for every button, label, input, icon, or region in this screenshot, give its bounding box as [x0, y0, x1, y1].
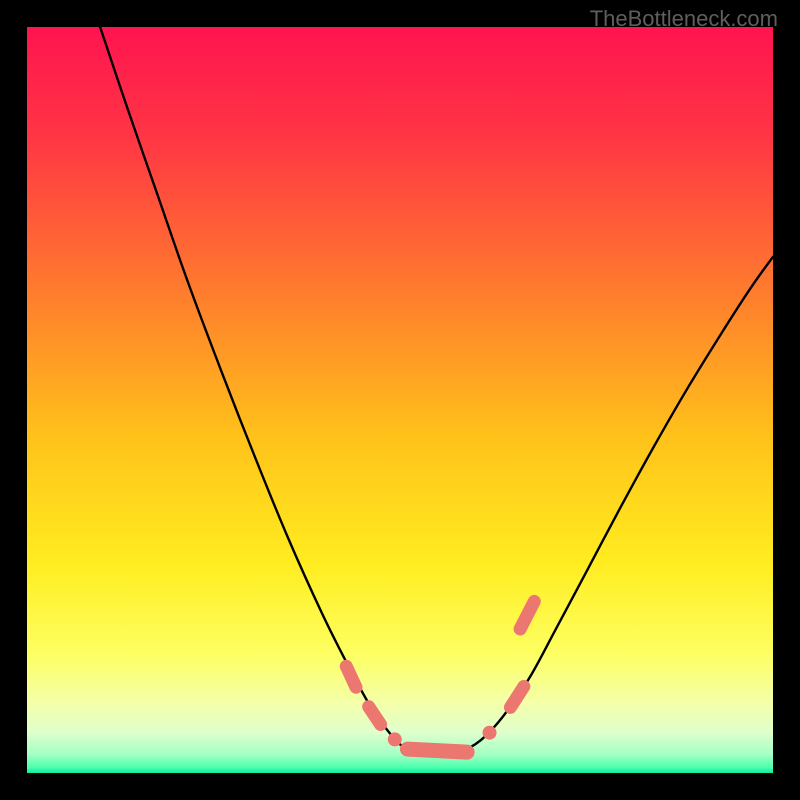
plot-svg — [27, 27, 773, 773]
marker-capsule — [407, 749, 467, 752]
marker-capsule — [346, 666, 356, 687]
plot-area — [27, 27, 773, 773]
marker-dot — [388, 732, 402, 746]
marker-dot — [483, 726, 497, 740]
watermark-text: TheBottleneck.com — [590, 6, 778, 32]
